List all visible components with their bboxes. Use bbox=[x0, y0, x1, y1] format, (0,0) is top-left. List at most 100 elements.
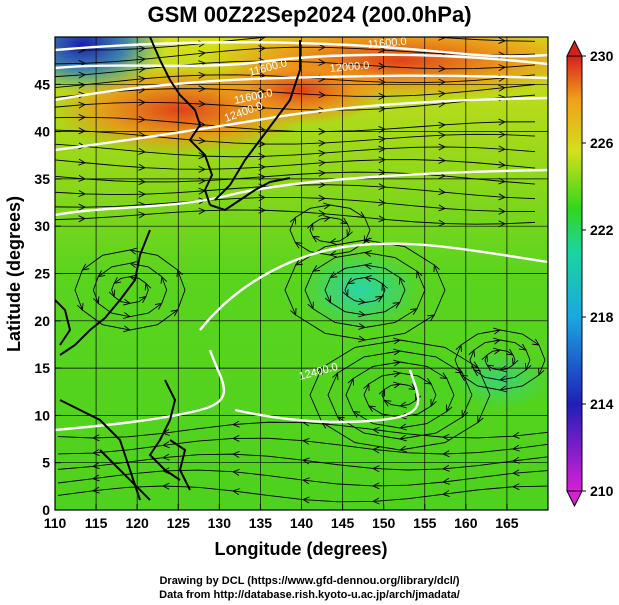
streamline-arrow-18-9 bbox=[393, 381, 402, 389]
streamline-arrow-4-7 bbox=[258, 87, 267, 95]
streamline-arrow-25-9 bbox=[493, 327, 502, 335]
streamline-arrow-35-7 bbox=[301, 496, 310, 504]
streamline-arrow-32-13 bbox=[91, 449, 100, 456]
colorbar-tick-label-5: 230 bbox=[590, 48, 614, 64]
streamline-arrow-30-3 bbox=[328, 250, 337, 258]
coastline-0 bbox=[149, 37, 214, 206]
y-tick-label-6: 30 bbox=[34, 218, 50, 234]
streamline-arrow-34-13 bbox=[91, 474, 100, 482]
x-tick-label-7: 145 bbox=[331, 515, 355, 531]
streamline-arrow-21-1 bbox=[461, 409, 468, 418]
streamline-arrow-33-9 bbox=[231, 451, 240, 458]
streamline-arrow-24-9 bbox=[493, 337, 502, 345]
streamline-arrow-20-11 bbox=[439, 372, 448, 380]
streamline-13 bbox=[55, 209, 536, 225]
streamline-arrow-16-7 bbox=[307, 301, 314, 310]
streamline-arrow-28-3 bbox=[128, 247, 137, 255]
streamline-arrow-27-5 bbox=[97, 270, 106, 278]
streamline-arrow-9-13 bbox=[438, 156, 447, 164]
streamline-arrow-15-9 bbox=[358, 310, 367, 318]
height-contour-3 bbox=[55, 96, 548, 152]
x-axis-label: Longitude (degrees) bbox=[214, 539, 387, 559]
streamline-22 bbox=[309, 339, 491, 451]
streamline-arrow-16-9 bbox=[358, 323, 367, 330]
streamline-18 bbox=[381, 383, 419, 407]
streamline-arrow-32-3 bbox=[441, 450, 450, 458]
streamline-arrow-3-3 bbox=[138, 75, 147, 83]
streamline-15 bbox=[324, 264, 406, 316]
streamline-arrow-15-3 bbox=[363, 262, 372, 270]
streamline-arrow-8-15 bbox=[498, 145, 507, 153]
streamline-arrow-9-15 bbox=[498, 161, 507, 169]
streamline-27 bbox=[92, 262, 168, 318]
coastline-7 bbox=[99, 449, 151, 501]
streamline-arrow-32-11 bbox=[161, 441, 170, 449]
streamline-arrow-29-11 bbox=[340, 217, 349, 225]
streamline-arrow-28-7 bbox=[77, 302, 84, 311]
x-tick-label-6: 140 bbox=[290, 515, 314, 531]
streamline-arrow-28-5 bbox=[81, 263, 90, 271]
streamline-arrow-9-7 bbox=[258, 163, 267, 171]
streamline-arrow-15-1 bbox=[398, 276, 406, 285]
streamline-arrow-33-3 bbox=[441, 464, 450, 472]
streamline-arrow-21-3 bbox=[398, 434, 407, 442]
streamline-arrow-20-7 bbox=[347, 377, 354, 386]
streamline-arrow-25-1 bbox=[538, 367, 545, 376]
streamline-arrow-13-13 bbox=[438, 219, 447, 227]
x-tick-label-11: 165 bbox=[495, 515, 519, 531]
streamline-arrow-22-9 bbox=[393, 337, 402, 345]
streamline-arrow-29-3 bbox=[328, 238, 337, 245]
streamline-arrow-31-13 bbox=[91, 434, 100, 442]
streamline-arrow-4-13 bbox=[438, 90, 447, 98]
y-tick-label-8: 40 bbox=[34, 124, 50, 140]
streamline-arrow-3-13 bbox=[438, 78, 447, 86]
streamline-arrow-0-15 bbox=[498, 37, 507, 44]
streamline-arrow-13-9 bbox=[318, 209, 327, 217]
height-contour-2 bbox=[55, 74, 548, 102]
streamline-28 bbox=[74, 249, 186, 331]
streamline-arrow-12-15 bbox=[498, 207, 507, 215]
streamline-25 bbox=[454, 329, 546, 391]
streamline-arrow-2-13 bbox=[438, 65, 447, 73]
streamline-arrow-19-1 bbox=[430, 398, 437, 407]
streamline-arrow-13-11 bbox=[378, 215, 387, 223]
streamline-arrow-0-3 bbox=[138, 45, 147, 53]
y-tick-label-2: 10 bbox=[34, 407, 50, 423]
y-tick-label-5: 25 bbox=[34, 266, 50, 282]
x-tick-label-4: 130 bbox=[208, 515, 232, 531]
streamline-arrow-23-3 bbox=[498, 365, 507, 373]
streamline-29 bbox=[309, 217, 351, 243]
streamline-arrow-11-13 bbox=[438, 188, 447, 196]
streamline-arrow-34-1 bbox=[511, 469, 520, 477]
streamline-arrow-20-9 bbox=[393, 359, 402, 367]
streamline-arrow-19-11 bbox=[424, 377, 433, 385]
streamline-arrow-8-11 bbox=[378, 145, 387, 153]
x-tick-label-0: 110 bbox=[44, 515, 67, 531]
streamline-arrow-12-7 bbox=[258, 194, 267, 202]
coastlines bbox=[55, 37, 301, 501]
streamline-arrow-34-5 bbox=[371, 482, 380, 490]
streamline-arrow-12-13 bbox=[438, 204, 447, 212]
streamline-21 bbox=[327, 350, 473, 440]
streamline-arrow-0-11 bbox=[378, 37, 380, 38]
streamline-arrow-8-13 bbox=[438, 143, 447, 151]
streamline-arrow-1-5 bbox=[198, 50, 207, 57]
streamline-10 bbox=[55, 171, 536, 185]
streamline-arrow-22-3 bbox=[398, 445, 407, 453]
streamline-arrow-5-5 bbox=[198, 100, 207, 108]
streamline-arrow-6-1 bbox=[78, 113, 87, 121]
streamline-arrow-15-11 bbox=[392, 301, 401, 309]
credit-data-source: Data from http://database.rish.kyoto-u.a… bbox=[159, 589, 460, 601]
streamline-arrow-32-9 bbox=[231, 434, 240, 442]
streamline-arrow-31-3 bbox=[441, 433, 450, 441]
streamline-arrow-5-11 bbox=[378, 105, 387, 113]
streamline-arrow-7-15 bbox=[498, 131, 507, 139]
streamline-arrow-12-9 bbox=[318, 194, 327, 202]
coastline-3 bbox=[59, 229, 151, 356]
streamline-arrow-26-9 bbox=[123, 298, 132, 306]
streamline-arrow-23-1 bbox=[512, 357, 519, 366]
streamline-9 bbox=[55, 159, 536, 170]
streamline-24 bbox=[469, 339, 531, 381]
streamline-arrow-14-5 bbox=[346, 277, 355, 285]
streamline-arrow-17-11 bbox=[427, 314, 436, 322]
